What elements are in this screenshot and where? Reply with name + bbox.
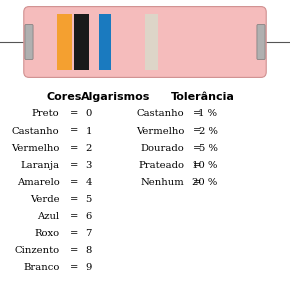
Text: 1: 1: [86, 127, 92, 136]
Text: =: =: [70, 212, 78, 221]
Text: =: =: [70, 246, 78, 255]
Text: Prateado: Prateado: [138, 161, 184, 170]
Text: Algarismos: Algarismos: [81, 92, 151, 101]
Text: =: =: [70, 195, 78, 204]
Text: =: =: [70, 263, 78, 272]
Text: Dourado: Dourado: [140, 144, 184, 153]
Bar: [145, 14, 158, 70]
Text: =: =: [70, 110, 78, 118]
Text: Cinzento: Cinzento: [14, 246, 59, 255]
Text: =: =: [193, 127, 201, 136]
Text: Preto: Preto: [32, 110, 59, 118]
Text: Cores: Cores: [46, 92, 82, 101]
Text: Vermelho: Vermelho: [11, 144, 59, 153]
Text: 9: 9: [86, 263, 92, 272]
Text: 2: 2: [86, 144, 92, 153]
Text: =: =: [70, 178, 78, 187]
Text: Azul: Azul: [37, 212, 59, 221]
Text: =: =: [70, 229, 78, 238]
Text: =: =: [193, 178, 201, 187]
Text: 1 %: 1 %: [198, 110, 218, 118]
Text: 10 %: 10 %: [192, 161, 218, 170]
Text: 2 %: 2 %: [199, 127, 218, 136]
Text: Laranja: Laranja: [20, 161, 59, 170]
Text: 0: 0: [86, 110, 92, 118]
Text: Roxo: Roxo: [34, 229, 59, 238]
Text: Branco: Branco: [23, 263, 59, 272]
Text: 5: 5: [86, 195, 92, 204]
Text: Nenhum: Nenhum: [140, 178, 184, 187]
Bar: [99, 14, 111, 70]
Text: 3: 3: [86, 161, 92, 170]
Bar: [74, 14, 89, 70]
FancyBboxPatch shape: [257, 25, 265, 59]
Text: 8: 8: [86, 246, 92, 255]
Text: Tolerância: Tolerância: [171, 92, 235, 101]
FancyBboxPatch shape: [25, 25, 33, 59]
Text: =: =: [70, 144, 78, 153]
Text: 5 %: 5 %: [199, 144, 218, 153]
Text: 4: 4: [86, 178, 92, 187]
Bar: [57, 14, 72, 70]
Bar: [93, 14, 97, 70]
Text: Amarelo: Amarelo: [17, 178, 59, 187]
Text: =: =: [70, 127, 78, 136]
Text: =: =: [193, 144, 201, 153]
Text: =: =: [193, 110, 201, 118]
Text: =: =: [193, 161, 201, 170]
Text: Castanho: Castanho: [12, 127, 59, 136]
FancyBboxPatch shape: [24, 7, 266, 77]
Text: Vermelho: Vermelho: [136, 127, 184, 136]
Text: =: =: [70, 161, 78, 170]
Text: 7: 7: [86, 229, 92, 238]
Text: Verde: Verde: [30, 195, 59, 204]
Text: Castanho: Castanho: [137, 110, 184, 118]
Text: 6: 6: [86, 212, 92, 221]
Text: 20 %: 20 %: [192, 178, 218, 187]
